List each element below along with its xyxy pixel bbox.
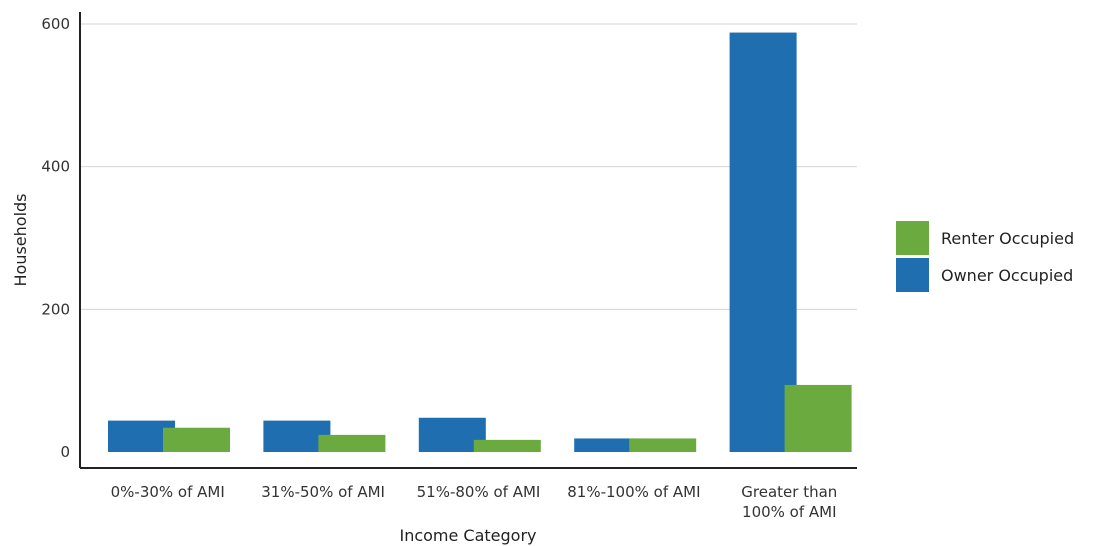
- x-tick-label: 0%-30% of AMI: [111, 483, 225, 501]
- bar-owner-4: [729, 32, 797, 453]
- legend-swatch: [896, 221, 929, 255]
- bars: [108, 32, 852, 453]
- x-tick-label: Greater than: [741, 483, 837, 501]
- bar-renter-2: [473, 439, 541, 452]
- x-tick-label: 100% of AMI: [742, 503, 837, 521]
- y-tick-labels: 0 200 400 600: [41, 15, 70, 461]
- x-axis-title: Income Category: [399, 526, 536, 545]
- y-tick-label: 400: [41, 158, 70, 176]
- x-tick-label: 51%-80% of AMI: [417, 483, 541, 501]
- axes: [79, 12, 857, 469]
- x-tick-label: 31%-50% of AMI: [261, 483, 385, 501]
- bar-renter-4: [784, 384, 852, 452]
- bar-renter-3: [629, 438, 697, 452]
- legend: Renter Occupied Owner Occupied: [896, 221, 1074, 292]
- y-axis-title: Households: [11, 193, 30, 286]
- legend-label: Owner Occupied: [941, 266, 1073, 285]
- y-tick-label: 0: [60, 443, 70, 461]
- bar-owner-3: [574, 438, 642, 452]
- y-tick-label: 600: [41, 15, 70, 33]
- gridlines: [80, 23, 857, 310]
- x-tick-labels: 0%-30% of AMI 31%-50% of AMI 51%-80% of AM…: [111, 483, 838, 521]
- y-tick-label: 200: [41, 300, 70, 318]
- bar-renter-0: [163, 427, 230, 452]
- legend-label: Renter Occupied: [941, 229, 1074, 248]
- bar-renter-1: [318, 434, 386, 452]
- x-tick-label: 81%-100% of AMI: [567, 483, 700, 501]
- legend-swatch: [896, 258, 929, 292]
